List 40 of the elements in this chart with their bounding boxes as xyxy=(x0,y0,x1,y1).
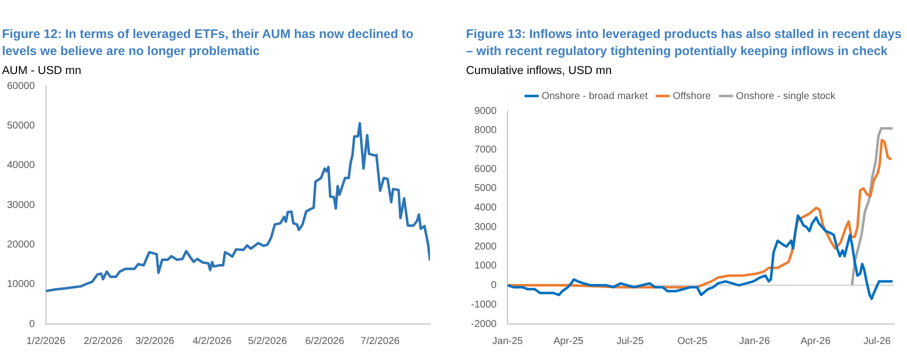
x-tick-label: 6/2/2026 xyxy=(305,336,345,347)
y-tick-label: 50000 xyxy=(6,120,36,132)
y-tick-label: 0 xyxy=(29,318,36,330)
x-tick-label: Jul-25 xyxy=(616,336,644,347)
y-tick-label: 1000 xyxy=(474,260,498,272)
x-tick-label: Jan-25 xyxy=(492,336,524,347)
y-tick-label: 10000 xyxy=(6,279,36,290)
x-tick-label: 7/2/2026 xyxy=(360,336,400,347)
y-tick-label: 2000 xyxy=(474,241,498,252)
y-tick-label: -1000 xyxy=(471,299,498,310)
x-tick-label: Oct-25 xyxy=(677,336,708,347)
y-tick-label: 8000 xyxy=(474,125,498,136)
x-tick-label: Apr-26 xyxy=(800,336,831,347)
x-tick-label: 4/2/2026 xyxy=(192,336,232,347)
x-tick-label: 5/2/2026 xyxy=(248,336,288,347)
legend-label: Offshore xyxy=(672,90,712,102)
x-tick-label: Jul-26 xyxy=(863,336,892,347)
x-tick-label: Jan-26 xyxy=(739,336,770,347)
legend-label: Onshore - broad market xyxy=(542,90,648,102)
y-tick-label: 4000 xyxy=(474,202,498,214)
x-tick-label: Apr-25 xyxy=(553,336,584,347)
y-tick-label: 40000 xyxy=(6,160,36,172)
chart-subtitle: AUM - USD mn xyxy=(2,65,82,77)
y-tick-label: -2000 xyxy=(471,318,498,330)
chart-title: Figure 13: Inflows into leveraged products has also stalled in recent days – with recent regulatory tightening potentially keeping inflows in check xyxy=(466,26,903,60)
legend-label: Onshore - single stock xyxy=(736,90,836,102)
y-tick-label: 0 xyxy=(491,280,498,292)
y-tick-label: 20000 xyxy=(6,239,36,250)
y-tick-label: 5000 xyxy=(474,183,498,194)
x-tick-label: 1/2/2026 xyxy=(26,336,66,347)
chart-title: Figure 12: In terms of leveraged ETFs, their AUM has now declined to levels we believe are no longer problematic xyxy=(2,26,414,60)
y-tick-label: 60000 xyxy=(6,80,36,92)
y-tick-label: 3000 xyxy=(474,222,498,233)
x-tick-label: 2/2/2026 xyxy=(84,336,123,347)
y-tick-label: 30000 xyxy=(6,200,36,211)
y-tick-label: 6000 xyxy=(474,164,498,175)
y-tick-label: 7000 xyxy=(474,144,498,156)
y-tick-label: 9000 xyxy=(474,106,498,117)
chart-subtitle: Cumulative inflows, USD mn xyxy=(466,65,613,77)
x-tick-label: 3/2/2026 xyxy=(135,336,175,347)
